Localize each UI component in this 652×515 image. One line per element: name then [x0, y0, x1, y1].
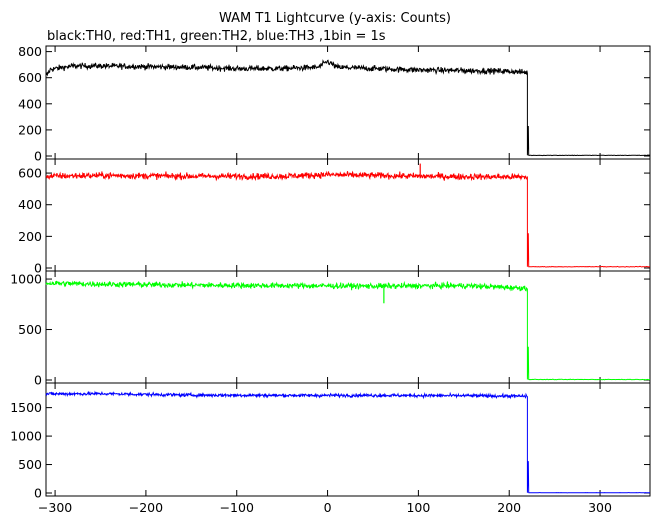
y-tick-label: 0: [34, 373, 42, 388]
y-tick-label: 0: [34, 261, 42, 276]
y-tick-label: 0: [34, 486, 42, 501]
chart-subtitle: black:TH0, red:TH1, green:TH2, blue:TH3 …: [47, 29, 386, 44]
panel-frame: [45, 382, 651, 497]
y-tick-label: 1500: [10, 400, 42, 415]
y-tick-label: 200: [18, 122, 42, 137]
series-line-0: [45, 59, 651, 157]
y-tick-label: 400: [18, 96, 42, 111]
panel-2: 0 500 1000: [10, 270, 651, 388]
panels-group: 0200400600800020040060005001000050010001…: [10, 44, 651, 515]
x-tick-label: −200: [129, 500, 163, 515]
x-tick-label: −100: [220, 500, 254, 515]
x-tick-label: 0: [324, 500, 332, 515]
x-tick-label: 100: [406, 500, 430, 515]
y-tick-label: 500: [18, 457, 42, 472]
y-tick-label: 800: [18, 44, 42, 59]
panel-frame: [45, 45, 651, 160]
panel-frame: [45, 270, 651, 384]
chart-title: WAM T1 Lightcurve (y-axis: Counts): [219, 11, 451, 26]
y-tick-label: 400: [18, 197, 42, 212]
series-line-3: [45, 390, 650, 494]
y-tick-label: 600: [18, 70, 42, 85]
x-tick-label: 200: [497, 500, 521, 515]
x-tick-label: −300: [38, 500, 72, 515]
y-tick-label: 1000: [10, 429, 42, 444]
y-tick-label: 200: [18, 229, 42, 244]
panel-3: 0 500 1000 1500: [10, 382, 651, 501]
series-line-2: [45, 280, 651, 381]
panel-0: 0 200 400 600 800: [18, 44, 651, 164]
series-line-1: [45, 170, 650, 268]
x-tick-label: 300: [588, 500, 612, 515]
y-tick-label: 0: [34, 149, 42, 164]
y-tick-label: 500: [18, 322, 42, 337]
y-tick-label: 600: [18, 166, 42, 181]
panel-1: 0 200 400 600: [18, 158, 651, 276]
y-tick-label: 1000: [10, 272, 42, 287]
x-axis: −300 −200 −100 0 100 200 300: [38, 500, 612, 515]
